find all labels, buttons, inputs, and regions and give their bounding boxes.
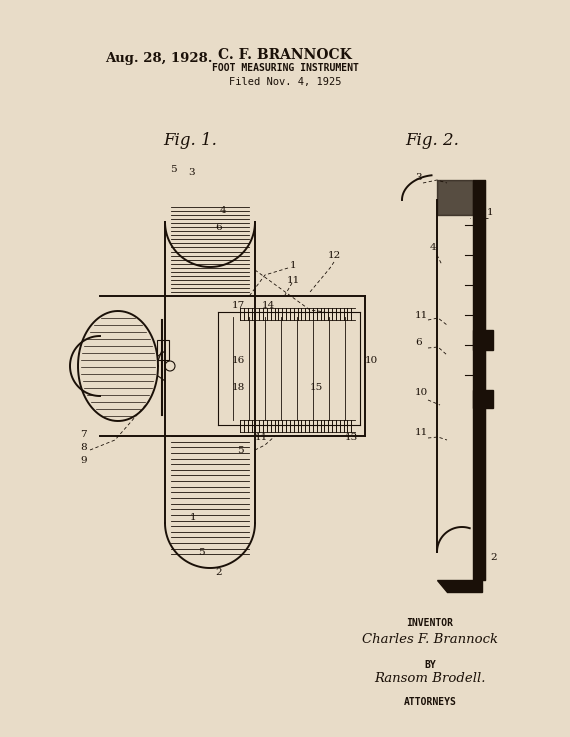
Text: 14: 14 [262, 301, 275, 310]
Text: Filed Nov. 4, 1925: Filed Nov. 4, 1925 [229, 77, 341, 87]
Text: 11: 11 [255, 433, 268, 442]
Polygon shape [437, 180, 473, 215]
Text: C. F. BRANNOCK: C. F. BRANNOCK [218, 48, 352, 62]
Text: 7: 7 [80, 430, 87, 439]
Text: Fig. 1.: Fig. 1. [163, 132, 217, 149]
Text: 11: 11 [415, 311, 428, 320]
Text: 12: 12 [328, 251, 341, 260]
Text: 5: 5 [170, 165, 177, 174]
Polygon shape [473, 180, 485, 580]
Text: 3: 3 [188, 168, 194, 177]
Text: 5: 5 [198, 548, 205, 557]
Bar [157, 340, 169, 360]
Text: Aug. 28, 1928.: Aug. 28, 1928. [105, 52, 213, 65]
Text: Fig. 2.: Fig. 2. [405, 132, 459, 149]
Text: 3: 3 [415, 173, 422, 182]
Text: 6: 6 [215, 223, 222, 232]
Polygon shape [437, 580, 482, 592]
Text: BY: BY [424, 660, 436, 670]
Text: 11: 11 [287, 276, 300, 285]
Text: 15: 15 [310, 383, 323, 392]
Text: 4: 4 [220, 206, 227, 215]
Text: 17: 17 [232, 301, 245, 310]
Text: 4: 4 [430, 243, 437, 252]
Text: 6: 6 [415, 338, 422, 347]
Text: 18: 18 [232, 383, 245, 392]
Text: 1: 1 [190, 513, 197, 522]
Text: Charles F. Brannock: Charles F. Brannock [362, 633, 498, 646]
Text: 16: 16 [232, 356, 245, 365]
Text: 2: 2 [490, 553, 496, 562]
Text: 1: 1 [290, 261, 296, 270]
Text: 11: 11 [415, 428, 428, 437]
Polygon shape [473, 390, 493, 408]
Text: 9: 9 [80, 456, 87, 465]
Text: 13: 13 [345, 433, 359, 442]
Text: FOOT MEASURING INSTRUMENT: FOOT MEASURING INSTRUMENT [211, 63, 359, 73]
Text: 1: 1 [487, 208, 494, 217]
Polygon shape [473, 330, 493, 350]
Text: 10: 10 [415, 388, 428, 397]
Text: INVENTOR: INVENTOR [406, 618, 454, 628]
Text: 5: 5 [237, 446, 243, 455]
Text: 2: 2 [215, 568, 222, 577]
Text: 8: 8 [80, 443, 87, 452]
Text: Ransom Brodell.: Ransom Brodell. [374, 672, 486, 685]
Text: 10: 10 [365, 356, 378, 365]
Text: ATTORNEYS: ATTORNEYS [404, 697, 457, 707]
